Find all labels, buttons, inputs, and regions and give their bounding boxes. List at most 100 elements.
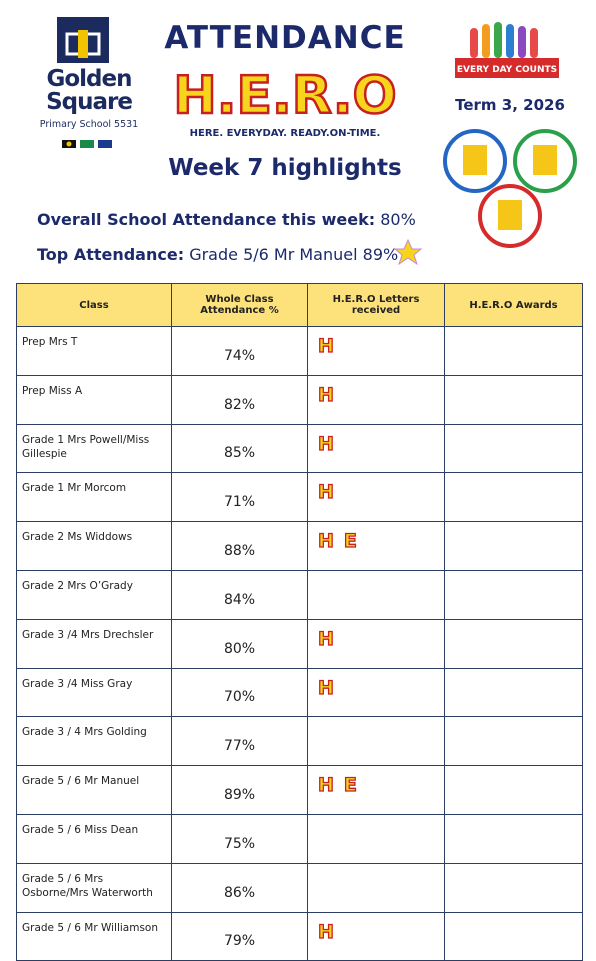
logo-shape xyxy=(78,30,88,58)
awards-cell xyxy=(444,521,583,571)
class-cell: Prep Miss A xyxy=(16,374,172,425)
hero-letter: H xyxy=(317,627,334,650)
column-header: Class xyxy=(16,283,172,327)
attendance-cell: 85% xyxy=(171,423,308,474)
letters-cell: H xyxy=(307,423,445,474)
hero-letter: H xyxy=(317,774,334,797)
class-cell: Grade 5 / 6 Mrs Osborne/Mrs Waterworth xyxy=(16,862,172,913)
attendance-cell: 82% xyxy=(171,374,308,425)
table-body: Prep Mrs T 74% H Prep Miss A 82% H Grade 1 Mrs… xyxy=(16,326,583,961)
column-header: Whole Class Attendance % xyxy=(171,283,308,327)
letters-cell xyxy=(307,716,445,767)
table-row: Grade 5 / 6 Mrs Osborne/Mrs Waterworth 86… xyxy=(16,862,583,913)
table-row: Grade 5 / 6 Mr Manuel 89% H E xyxy=(16,765,583,815)
school-name: Golden Square xyxy=(46,66,133,115)
hands xyxy=(470,22,538,58)
letters-cell: H xyxy=(307,911,445,961)
attendance-cell: 74% xyxy=(171,326,308,376)
awards-cell xyxy=(444,716,583,767)
table-row: Grade 3 /4 Mrs Drechsler 80% H xyxy=(16,618,583,669)
overall-label: Overall School Attendance this week: xyxy=(37,210,376,229)
letters-cell: H xyxy=(307,374,445,425)
badge-text: EVERY DAY COUNTS xyxy=(457,65,557,75)
hero-letter: H xyxy=(317,676,334,699)
flag xyxy=(66,141,72,147)
letters-cell: H xyxy=(307,618,445,669)
term: Term 3, 2026 xyxy=(455,96,565,114)
awards-cell xyxy=(444,911,583,961)
table-row: Grade 2 Ms Widdows 88% H E xyxy=(16,521,583,571)
letters-cell: H xyxy=(307,472,445,523)
hero-letter: H xyxy=(317,920,334,943)
class-cell: Grade 5 / 6 Mr Williamson xyxy=(16,911,172,961)
hero-letter: E xyxy=(343,530,357,553)
class-cell: Grade 5 / 6 Mr Manuel xyxy=(16,765,172,815)
hero-letter: H xyxy=(317,334,334,357)
awards-cell xyxy=(444,326,583,376)
header-row: Class Whole Class Attendance % H.E.R.O Let… xyxy=(16,283,583,327)
column-header: H.E.R.O Letters received xyxy=(307,283,445,327)
header-art: H.E.R.O EVERY DAY COUNTS xyxy=(57,17,577,266)
awards-cell xyxy=(444,374,583,425)
class-cell: Grade 3 /4 Miss Gray xyxy=(16,667,172,718)
title: ATTENDANCE xyxy=(164,20,406,56)
attendance-cell: 84% xyxy=(171,569,308,620)
hero-letter: E xyxy=(343,774,357,797)
hero-letter: H xyxy=(317,481,334,504)
top: Top Attendance: Grade 5/6 Mr Manuel 89% xyxy=(37,245,398,264)
class-cell: Grade 5 / 6 Miss Dean xyxy=(16,813,172,864)
awards-cell xyxy=(444,618,583,669)
awards-cell xyxy=(444,813,583,864)
awards-cell xyxy=(444,667,583,718)
table-row: Prep Mrs T 74% H xyxy=(16,326,583,376)
attendance-cell: 75% xyxy=(171,813,308,864)
flag xyxy=(80,140,94,148)
awards-cell xyxy=(444,862,583,913)
table-row: Grade 5 / 6 Miss Dean 75% xyxy=(16,813,583,864)
awards-cell xyxy=(444,569,583,620)
attendance-cell: 71% xyxy=(171,472,308,523)
hero-letter: H xyxy=(317,432,334,455)
letters-cell xyxy=(307,813,445,864)
attendance-cell: 77% xyxy=(171,716,308,767)
class-cell: Grade 2 Mrs O’Grady xyxy=(16,569,172,620)
badge-banner xyxy=(455,58,559,78)
table-row: Grade 3 /4 Miss Gray 70% H xyxy=(16,667,583,718)
column-header: H.E.R.O Awards xyxy=(444,283,583,327)
top-value: Grade 5/6 Mr Manuel 89% xyxy=(189,245,399,264)
attendance-cell: 79% xyxy=(171,911,308,961)
hero-badges xyxy=(443,129,577,248)
awards-cell xyxy=(444,472,583,523)
letters-cell: H xyxy=(307,667,445,718)
flag xyxy=(98,140,112,148)
hero-letter: H xyxy=(317,383,334,406)
page: H.E.R.O EVERY DAY COUNTS Golden Square P… xyxy=(16,17,583,961)
attendance-cell: 89% xyxy=(171,765,308,815)
class-cell: Prep Mrs T xyxy=(16,326,172,376)
letters-cell xyxy=(307,569,445,620)
letters-cell xyxy=(307,862,445,913)
table-row: Prep Miss A 82% H xyxy=(16,374,583,425)
top-label: Top Attendance: xyxy=(37,245,185,264)
attendance-table: Class Whole Class Attendance % H.E.R.O Let… xyxy=(16,283,583,961)
attendance-cell: 86% xyxy=(171,862,308,913)
attendance-cell: 80% xyxy=(171,618,308,669)
overall-value: 80% xyxy=(380,210,416,229)
table-row: Grade 3 / 4 Mrs Golding 77% xyxy=(16,716,583,767)
attendance-cell: 70% xyxy=(171,667,308,718)
attendance-cell: 88% xyxy=(171,521,308,571)
class-cell: Grade 1 Mr Morcom xyxy=(16,472,172,523)
tagline: HERE. EVERYDAY. READY.ON-TIME. xyxy=(189,128,381,139)
letters-cell: H xyxy=(307,326,445,376)
table-row: Grade 5 / 6 Mr Williamson 79% H xyxy=(16,911,583,961)
table-row: Grade 2 Mrs O’Grady 84% xyxy=(16,569,583,620)
class-cell: Grade 2 Ms Widdows xyxy=(16,521,172,571)
awards-cell xyxy=(444,423,583,474)
table-row: Grade 1 Mrs Powell/Miss Gillespie 85% H xyxy=(16,423,583,474)
class-cell: Grade 1 Mrs Powell/Miss Gillespie xyxy=(16,423,172,474)
overall: Overall School Attendance this week: 80% xyxy=(37,210,416,229)
hero-letter: H xyxy=(317,530,334,553)
star xyxy=(393,238,423,266)
week: Week 7 highlights xyxy=(168,155,402,181)
